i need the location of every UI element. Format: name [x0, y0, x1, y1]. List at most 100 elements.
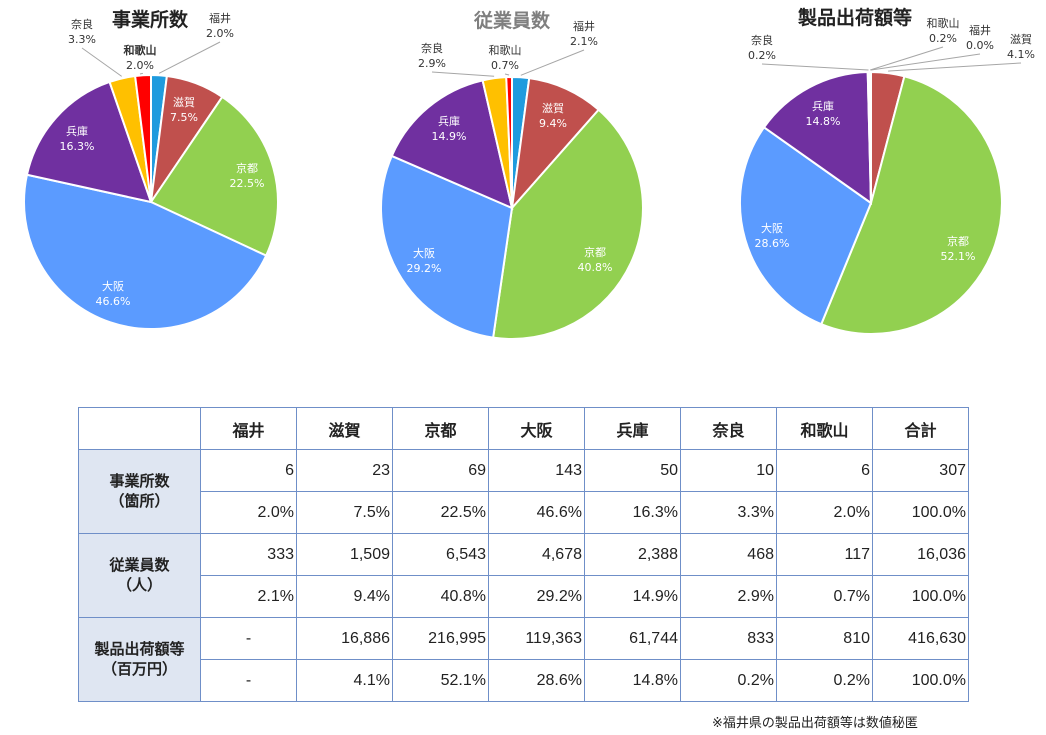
table-row: 2.0% 7.5% 22.5% 46.6% 16.3% 3.3% 2.0% 10… [79, 491, 969, 534]
pie-slice [380, 154, 514, 339]
slice-label: 兵庫 [812, 99, 834, 113]
column-header: 福井 [200, 407, 297, 450]
slice-label: 奈良 [421, 41, 443, 55]
leader-line [870, 46, 944, 71]
slice-value: 9.4% [539, 117, 567, 130]
table-cell: 28.6% [488, 659, 585, 702]
pie-slice [739, 125, 873, 326]
column-header: 大阪 [488, 407, 585, 450]
pie-slice [25, 80, 153, 204]
table-cell: 100.0% [872, 491, 969, 534]
table-cell: 40.8% [392, 575, 489, 618]
table-cell: 6 [776, 449, 873, 492]
leader-line [761, 63, 869, 71]
table-cell: 810 [776, 617, 873, 660]
slice-value: 14.9% [432, 130, 467, 143]
slice-label: 和歌山 [124, 43, 157, 57]
table-cell: 6 [200, 449, 297, 492]
pie-chart: 事業所数 福井 2.0% 滋賀 7.5% 京都 22.5% 大阪 46.6% 兵庫 16.3% 奈良 3… [23, 8, 279, 330]
table-cell: 61,744 [584, 617, 681, 660]
leader-line [81, 47, 122, 77]
slice-label: 滋賀 [1010, 33, 1032, 46]
table-cell: 100.0% [872, 659, 969, 702]
table-cell: 16.3% [584, 491, 681, 534]
table-cell: 2.0% [200, 491, 297, 534]
row-group-label: 従業員数 （人） [78, 533, 201, 618]
slice-label: 京都 [236, 161, 258, 175]
chart-title: 事業所数 [112, 8, 189, 31]
table-cell: 46.6% [488, 491, 585, 534]
slice-label: 大阪 [413, 246, 435, 260]
chart-title: 従業員数 [473, 9, 551, 32]
table-cell: 23 [296, 449, 393, 492]
table-cell: 833 [680, 617, 777, 660]
table-row: 従業員数 （人） 333 1,509 6,543 4,678 2,388 468 … [78, 533, 969, 618]
pie-slice [819, 75, 1003, 335]
leader-line [158, 41, 221, 74]
table-cell: 2.1% [200, 575, 297, 618]
table-cell: 52.1% [392, 659, 489, 702]
leader-line [870, 53, 981, 71]
column-header: 兵庫 [584, 407, 681, 450]
table-cell: 29.2% [488, 575, 585, 618]
table-cell: 10 [680, 449, 777, 492]
table-cell: 0.2% [776, 659, 873, 702]
table-cell: 1,509 [296, 533, 393, 576]
leader-line [520, 49, 585, 76]
slice-label: 京都 [947, 234, 969, 248]
table-cell: 7.5% [296, 491, 393, 534]
row-group-label: 事業所数 （箇所） [78, 449, 201, 534]
table-cell: 2.9% [680, 575, 777, 618]
table-cell: 4,678 [488, 533, 585, 576]
data-table: 福井 滋賀 京都 大阪 兵庫 奈良 和歌山 合計 事業所数 （箇所） 6 23 6… [78, 407, 969, 702]
pie-slice [868, 70, 872, 204]
table-cell: 50 [584, 449, 681, 492]
table-cell: 416,630 [872, 617, 969, 660]
table-cell: 119,363 [488, 617, 585, 660]
slice-value: 2.0% [206, 27, 234, 40]
table-corner [78, 407, 201, 450]
column-header: 和歌山 [776, 407, 873, 450]
slice-label: 奈良 [751, 33, 773, 47]
leader-line [888, 62, 1022, 72]
slice-label: 福井 [969, 23, 991, 37]
table-cell: 6,543 [392, 533, 489, 576]
slice-value: 2.9% [418, 57, 446, 70]
slice-label: 滋賀 [173, 96, 195, 109]
slice-label: 滋賀 [542, 102, 564, 115]
slice-label: 大阪 [102, 279, 124, 293]
table-cell: 2,388 [584, 533, 681, 576]
table-cell: 100.0% [872, 575, 969, 618]
column-header: 京都 [392, 407, 489, 450]
table-cell: 333 [200, 533, 297, 576]
slice-value: 16.3% [60, 140, 95, 153]
slice-value: 22.5% [230, 177, 265, 190]
slice-value: 52.1% [941, 250, 976, 263]
table-cell: 14.9% [584, 575, 681, 618]
leader-line [139, 72, 144, 75]
pie-slice [505, 75, 513, 209]
pie-charts: 事業所数 福井2.0%滋賀7.5%京都22.5%大阪46.6%兵庫16.3%奈良3… [23, 6, 1035, 340]
table-cell: 16,036 [872, 533, 969, 576]
table-cell: 9.4% [296, 575, 393, 618]
column-header: 奈良 [680, 407, 777, 450]
table-cell: - [200, 617, 297, 660]
chart-title: 製品出荷額等 [797, 6, 912, 29]
pie-slice [133, 73, 152, 203]
table-cell: 16,886 [296, 617, 393, 660]
pie-slice [491, 108, 644, 340]
slice-value: 14.8% [806, 115, 841, 128]
table-cell: 468 [680, 533, 777, 576]
slice-value: 29.2% [407, 262, 442, 275]
table-cell: 307 [872, 449, 969, 492]
table-cell: 3.3% [680, 491, 777, 534]
slice-value: 4.1% [1007, 48, 1035, 61]
table-cell: 4.1% [296, 659, 393, 702]
pie-slice [23, 173, 268, 330]
slice-value: 0.2% [748, 49, 776, 62]
table-cell: 216,995 [392, 617, 489, 660]
column-header: 合計 [872, 407, 969, 450]
slice-value: 0.7% [491, 59, 519, 72]
slice-value: 0.2% [929, 32, 957, 45]
